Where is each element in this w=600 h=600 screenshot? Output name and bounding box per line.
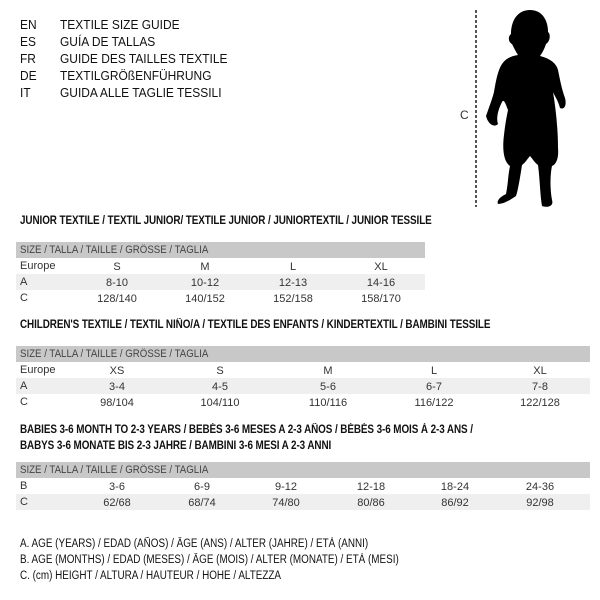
row-label: Europe [20,260,56,272]
height-measure-label: C [460,108,469,122]
table-cell: 4-5 [212,381,228,393]
size-table: SIZE / TALLA / TAILLE / GRÖSSE / TAGLIA B… [16,462,590,510]
table-cell: S [113,261,121,273]
table-cell: 6-7 [426,381,442,393]
table-cell: L [430,365,438,377]
table-row: A 3-4 4-5 5-6 6-7 7-8 [16,378,590,394]
language-code: IT [20,85,31,100]
table-cell: 80/86 [357,497,385,509]
language-title: TEXTILGRÖßENFÜHRUNG [60,68,212,83]
table-cell: 12-18 [356,481,386,493]
table-title: JUNIOR TEXTILE / TEXTIL JUNIOR/ TEXTILE … [20,215,432,227]
table-cell: 68/74 [188,497,216,509]
table-header-row: SIZE / TALLA / TAILLE / GRÖSSE / TAGLIA [16,346,590,362]
row-label: C [20,496,28,508]
language-code: ES [20,34,36,49]
child-silhouette-icon [475,10,566,207]
row-label: C [20,292,28,304]
table-cell: 3-6 [109,481,125,493]
legend-item: C. (cm) HEIGHT / ALTURA / HAUTEUR / HÖHE… [20,570,282,582]
language-title: GUIDA ALLE TAGLIE TESSILI [60,85,222,100]
table-title: CHILDREN'S TEXTILE / TEXTIL NIÑO/A / TEX… [20,319,491,331]
table-cell: 10-12 [190,277,220,289]
table-title: BABIES 3-6 MONTH TO 2-3 YEARS / BEBÉS 3-… [20,424,473,436]
table-cell: S [216,365,224,377]
table-cell: 110/116 [308,397,348,409]
table-header-label: SIZE / TALLA / TAILLE / GRÖSSE / TAGLIA [20,464,209,476]
table-cell: XS [109,365,125,377]
table-row: Europe S M L XL [16,258,425,274]
table-cell: 92/98 [526,497,554,509]
size-table: SIZE / TALLA / TAILLE / GRÖSSE / TAGLIA E… [16,346,590,410]
table-cell: 152/158 [273,293,313,305]
table-cell: L [289,261,297,273]
table-cell: 158/170 [361,293,401,305]
table-cell: 8-10 [105,277,129,289]
table-cell: M [323,365,333,377]
table-cell: XL [374,261,388,273]
language-code: EN [20,17,37,32]
table-header-label: SIZE / TALLA / TAILLE / GRÖSSE / TAGLIA [20,244,209,256]
row-label: A [20,380,28,392]
table-cell: 6-9 [194,481,210,493]
table-cell: 116/122 [414,397,454,409]
legend-item: A. AGE (YEARS) / EDAD (AÑOS) / ÂGE (ANS)… [20,538,369,550]
language-title: GUIDE DES TAILLES TEXTILE [60,51,228,66]
row-label: Europe [20,364,56,376]
table-cell: 24-36 [525,481,555,493]
table-row: A 8-10 10-12 12-13 14-16 [16,274,425,290]
table-row: Europe XS S M L XL [16,362,590,378]
language-title: GUÍA DE TALLAS [60,34,156,49]
table-row: C 62/68 68/74 74/80 80/86 86/92 92/98 [16,494,590,510]
row-label: B [20,480,28,492]
table-row: B 3-6 6-9 9-12 12-18 18-24 24-36 [16,478,590,494]
table-header-row: SIZE / TALLA / TAILLE / GRÖSSE / TAGLIA [16,242,425,258]
table-cell: 14-16 [366,277,396,289]
table-cell: 104/110 [200,397,240,409]
row-label: C [20,396,28,408]
language-code: DE [20,68,37,83]
table-cell: 18-24 [440,481,470,493]
table-cell: 12-13 [278,277,308,289]
table-cell: 7-8 [532,381,548,393]
table-header-row: SIZE / TALLA / TAILLE / GRÖSSE / TAGLIA [16,462,590,478]
table-cell: 122/128 [520,397,560,409]
table-header-label: SIZE / TALLA / TAILLE / GRÖSSE / TAGLIA [20,348,209,360]
table-title-line2: BABYS 3-6 MONATE BIS 2-3 JAHRE / BAMBINI… [20,440,332,452]
table-cell: 9-12 [274,481,298,493]
table-cell: M [200,261,210,273]
table-cell: 98/104 [100,397,134,409]
table-row: C 98/104 104/110 110/116 116/122 122/128 [16,394,590,410]
table-cell: 128/140 [97,293,137,305]
row-label: A [20,276,28,288]
size-table: SIZE / TALLA / TAILLE / GRÖSSE / TAGLIA E… [16,242,425,306]
table-cell: 140/152 [185,293,225,305]
table-cell: 62/68 [103,497,131,509]
language-title: TEXTILE SIZE GUIDE [60,17,180,32]
table-cell: 74/80 [272,497,300,509]
language-code: FR [20,51,36,66]
table-cell: 5-6 [320,381,336,393]
legend-item: B. AGE (MONTHS) / EDAD (MESES) / ÂGE (MO… [20,554,399,566]
table-cell: 3-4 [109,381,125,393]
table-cell: XL [533,365,547,377]
table-cell: 86/92 [441,497,469,509]
table-row: C 128/140 140/152 152/158 158/170 [16,290,425,306]
